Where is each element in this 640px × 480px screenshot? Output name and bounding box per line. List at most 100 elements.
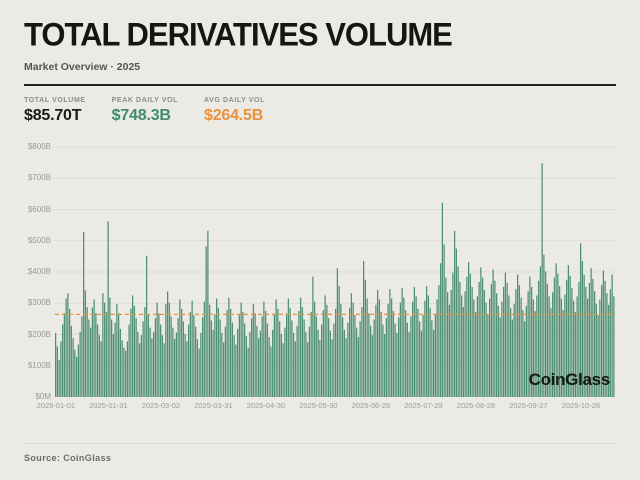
volume-bar — [483, 290, 486, 397]
volume-bar — [207, 230, 209, 397]
y-axis-label: $700B — [27, 173, 51, 183]
volume-bar — [161, 335, 164, 397]
volume-bar — [107, 221, 109, 397]
volume-bar — [270, 346, 272, 397]
volume-bar — [72, 338, 74, 397]
volume-bar — [219, 319, 221, 397]
volume-bar — [165, 303, 167, 397]
volume-bar — [349, 307, 351, 397]
stat-total-volume: TOTAL VOLUME $85.70T — [24, 97, 86, 125]
volume-bar — [525, 305, 528, 397]
volume-bar — [256, 325, 258, 397]
volume-bar — [63, 313, 66, 397]
volume-bar — [202, 317, 204, 397]
volume-bar — [238, 315, 241, 397]
volume-bar — [214, 314, 216, 397]
volume-bar — [65, 298, 67, 397]
volume-bar — [555, 263, 557, 397]
volume-bar — [132, 295, 134, 397]
volume-bar — [121, 340, 123, 397]
y-axis-label: $800B — [27, 142, 51, 151]
volume-bar — [275, 299, 277, 397]
volume-bar — [125, 350, 127, 397]
volume-bar — [90, 327, 92, 397]
volume-bar — [585, 287, 587, 397]
volume-bar — [277, 308, 279, 397]
volume-bar — [259, 330, 262, 397]
volume-bar — [237, 328, 239, 397]
volume-bar — [56, 346, 59, 397]
volume-bar — [140, 335, 143, 397]
volume-bar — [170, 316, 172, 397]
volume-bar — [497, 305, 500, 397]
volume-bar — [403, 297, 405, 397]
volume-bar — [529, 276, 531, 397]
volume-bar — [142, 321, 144, 397]
volume-bar — [545, 271, 547, 397]
volume-bar — [595, 303, 598, 397]
volume-bar — [496, 293, 498, 397]
volume-bar — [289, 307, 291, 397]
volume-bar — [251, 318, 253, 397]
volume-bar — [541, 163, 543, 397]
volume-bar — [179, 299, 181, 397]
x-axis-label: 2025-06-29 — [351, 401, 391, 410]
volume-bar — [55, 332, 57, 397]
volume-bar — [543, 254, 545, 397]
volume-bar — [133, 305, 136, 397]
volume-bar — [438, 285, 440, 397]
volume-bar — [480, 267, 482, 397]
volume-bar — [282, 343, 284, 397]
volume-bar — [567, 265, 570, 397]
volume-bar — [172, 327, 174, 397]
volume-bar — [539, 266, 542, 397]
volume-bar — [137, 332, 139, 397]
volume-bar — [249, 332, 251, 397]
volume-bar — [130, 308, 132, 397]
volume-bar — [482, 277, 484, 397]
volume-bar — [245, 336, 248, 397]
volume-bar — [240, 302, 242, 397]
stat-peak-daily-vol-label: PEAK DAILY VOL — [111, 97, 179, 104]
volume-bar — [160, 324, 162, 397]
volume-bar — [613, 296, 615, 397]
volume-bar — [380, 312, 382, 397]
volume-bar — [67, 293, 69, 397]
volume-bar — [391, 298, 393, 397]
y-axis-label: $200B — [27, 329, 51, 339]
volume-bar — [287, 298, 290, 397]
volume-bar — [305, 332, 307, 397]
volume-bar — [578, 282, 580, 397]
x-axis-label: 2025-01-01 — [36, 401, 76, 410]
volume-bar — [352, 302, 354, 397]
volume-bar — [410, 316, 412, 397]
volume-bar — [79, 332, 81, 397]
volume-bar — [95, 313, 97, 397]
volume-bar — [301, 307, 304, 397]
volume-bar — [361, 307, 363, 397]
volume-bar — [216, 298, 218, 397]
volume-bar — [175, 332, 178, 397]
footer-divider — [24, 443, 616, 444]
bars-svg — [55, 146, 615, 397]
stat-peak-daily-vol: PEAK DAILY VOL $748.3B — [112, 97, 178, 125]
volume-bar — [466, 276, 468, 397]
volume-bar — [195, 326, 197, 397]
volume-bar — [345, 338, 347, 397]
volume-bar — [464, 291, 466, 397]
volume-bar — [303, 319, 305, 397]
volume-bar — [326, 304, 328, 397]
volume-bar — [235, 344, 237, 397]
source-text: Source: CoinGlass — [24, 453, 112, 463]
volume-bar — [338, 286, 340, 397]
x-axis-label: 2025-05-30 — [299, 401, 338, 410]
x-axis-label: 2025-07-29 — [404, 401, 443, 410]
volume-bar — [594, 291, 596, 397]
volume-bar — [354, 315, 356, 397]
volume-bar — [310, 312, 312, 397]
volume-bar — [105, 312, 108, 397]
volume-bar — [511, 319, 514, 397]
volume-bar — [100, 341, 102, 397]
volume-bar — [104, 302, 106, 397]
volume-bar — [116, 303, 118, 397]
